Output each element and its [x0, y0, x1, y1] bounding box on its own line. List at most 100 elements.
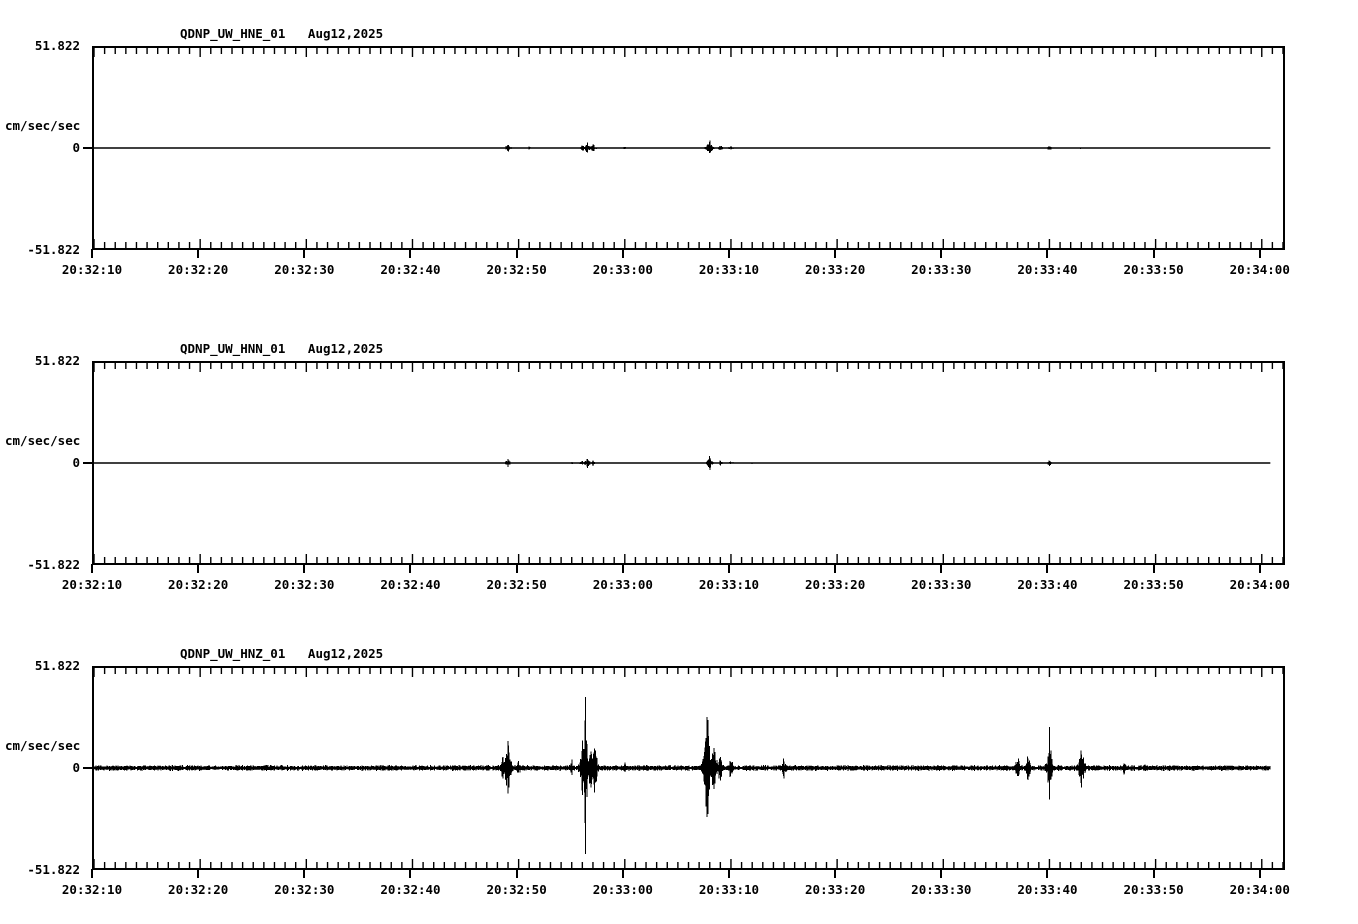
plot-frame-hnn [92, 361, 1285, 565]
x-axis-major-tick [621, 869, 624, 878]
x-axis-major-tick [91, 249, 93, 258]
x-axis-major-tick [409, 869, 412, 878]
y-axis-units-label-hnn: cm/sec/sec [5, 433, 81, 448]
x-axis-tick-label: 20:33:10 [698, 882, 760, 897]
axis-ticks-hne [94, 48, 1283, 248]
x-axis-major-tick [834, 249, 837, 258]
x-axis-tick-label: 20:32:20 [168, 577, 229, 592]
x-axis-major-tick [727, 869, 730, 878]
x-axis-major-tick [303, 869, 306, 878]
x-axis-major-tick [409, 249, 412, 258]
x-axis-major-tick [727, 564, 730, 573]
x-axis-tick-label: 20:32:30 [274, 262, 335, 277]
y-axis-max-label-hnn: 51.822 [34, 353, 80, 368]
x-axis-major-tick [1152, 249, 1155, 258]
x-axis-major-tick [1152, 564, 1155, 573]
x-axis-major-tick [940, 564, 943, 573]
plot-area-hnn [94, 363, 1283, 563]
x-axis-tick-label: 20:33:20 [805, 882, 866, 897]
x-axis-major-tick [1258, 249, 1261, 258]
x-axis-tick-label: 20:34:00 [1229, 262, 1290, 277]
x-axis-major-tick [940, 869, 943, 878]
x-axis-major-tick [515, 564, 518, 573]
x-axis-major-tick [1046, 869, 1049, 878]
x-axis-major-tick [91, 564, 93, 573]
plot-area-hne [94, 48, 1283, 248]
y-axis-max-label-hnz: 51.822 [34, 658, 80, 673]
x-axis-tick-label: 20:32:10 [61, 262, 123, 277]
axis-ticks-hnn [94, 363, 1283, 563]
x-axis-major-tick [621, 249, 624, 258]
x-axis-major-tick [91, 869, 93, 878]
x-axis-major-tick [515, 249, 518, 258]
x-axis-major-tick [727, 249, 730, 258]
y-axis-zero-tick-hnn [83, 462, 93, 464]
y-axis-zero-tick-hne [83, 147, 93, 149]
x-axis-tick-label: 20:33:30 [911, 577, 972, 592]
x-axis-tick-label: 20:33:40 [1017, 882, 1078, 897]
x-axis-major-tick [1046, 564, 1049, 573]
x-axis-tick-label: 20:33:50 [1123, 882, 1184, 897]
y-axis-min-label-hnn: -51.822 [27, 557, 80, 572]
x-axis-tick-label: 20:33:00 [592, 262, 653, 277]
x-axis-tick-label: 20:34:00 [1229, 577, 1290, 592]
x-axis-major-tick [1258, 564, 1261, 573]
x-axis-major-tick [1046, 249, 1049, 258]
y-axis-zero-label-hnz: 0 [72, 760, 80, 775]
x-axis-tick-label: 20:32:30 [274, 882, 335, 897]
x-axis-labels-hnn: 20:32:10 20:32:20 20:32:30 20:32:40 20:32:50… [0, 564, 1358, 593]
y-axis-zero-label-hne: 0 [72, 140, 80, 155]
waveform-trace-hnz [94, 697, 1271, 854]
waveform-trace-hnn [94, 456, 1271, 470]
x-axis-major-tick [834, 869, 837, 878]
x-axis-major-tick [940, 249, 943, 258]
y-axis-min-label-hne: -51.822 [27, 242, 80, 257]
x-axis-tick-label: 20:33:30 [911, 882, 972, 897]
y-axis-units-label-hnz: cm/sec/sec [5, 738, 81, 753]
x-axis-major-tick [197, 869, 200, 878]
x-axis-tick-label: 20:32:40 [380, 882, 441, 897]
x-axis-tick-label: 20:33:30 [911, 262, 972, 277]
x-axis-tick-label: 20:33:40 [1017, 577, 1078, 592]
x-axis-tick-label: 20:32:30 [274, 577, 335, 592]
x-axis-tick-label: 20:33:20 [805, 577, 866, 592]
panel-title-hne: QDNP_UW_HNE_01 Aug12,2025 [180, 26, 384, 41]
y-axis-units-label-hne: cm/sec/sec [5, 118, 81, 133]
x-axis-major-tick [1152, 869, 1155, 878]
x-axis-major-tick [621, 564, 624, 573]
axis-ticks-hnz [94, 668, 1283, 868]
x-axis-tick-label: 20:34:00 [1229, 882, 1290, 897]
x-axis-tick-label: 20:32:10 [61, 577, 123, 592]
x-axis-major-tick [303, 564, 306, 573]
x-axis-tick-label: 20:32:50 [486, 577, 547, 592]
x-axis-major-tick [834, 564, 837, 573]
plot-frame-hnz [92, 666, 1285, 870]
x-axis-tick-label: 20:33:00 [592, 882, 653, 897]
y-axis-zero-tick-hnz [83, 767, 93, 769]
x-axis-tick-label: 20:32:50 [486, 882, 547, 897]
x-axis-tick-label: 20:32:40 [380, 577, 441, 592]
panel-title-hnz: QDNP_UW_HNZ_01 Aug12,2025 [180, 646, 384, 661]
x-axis-major-tick [303, 249, 306, 258]
x-axis-tick-label: 20:33:50 [1123, 262, 1184, 277]
x-axis-tick-label: 20:33:00 [592, 577, 653, 592]
x-axis-major-tick [1258, 869, 1261, 878]
x-axis-tick-label: 20:32:20 [168, 882, 229, 897]
x-axis-major-tick [197, 249, 200, 258]
x-axis-major-tick [409, 564, 412, 573]
waveform-trace-hne [94, 140, 1271, 154]
x-axis-tick-label: 20:32:20 [168, 262, 229, 277]
x-axis-tick-label: 20:33:40 [1017, 262, 1078, 277]
x-axis-tick-label: 20:33:10 [698, 577, 760, 592]
x-axis-labels-hne: 20:32:10 20:32:20 20:32:30 20:32:40 20:32:50… [0, 249, 1358, 278]
x-axis-major-tick [197, 564, 200, 573]
x-axis-tick-label: 20:32:50 [486, 262, 547, 277]
x-axis-major-tick [515, 869, 518, 878]
x-axis-tick-label: 20:32:10 [61, 882, 123, 897]
plot-area-hnz [94, 668, 1283, 868]
x-axis-labels-hnz: 20:32:10 20:32:20 20:32:30 20:32:40 20:32:50… [0, 869, 1358, 898]
x-axis-tick-label: 20:33:10 [698, 262, 760, 277]
x-axis-tick-label: 20:33:50 [1123, 577, 1184, 592]
panel-title-hnn: QDNP_UW_HNN_01 Aug12,2025 [180, 341, 384, 356]
